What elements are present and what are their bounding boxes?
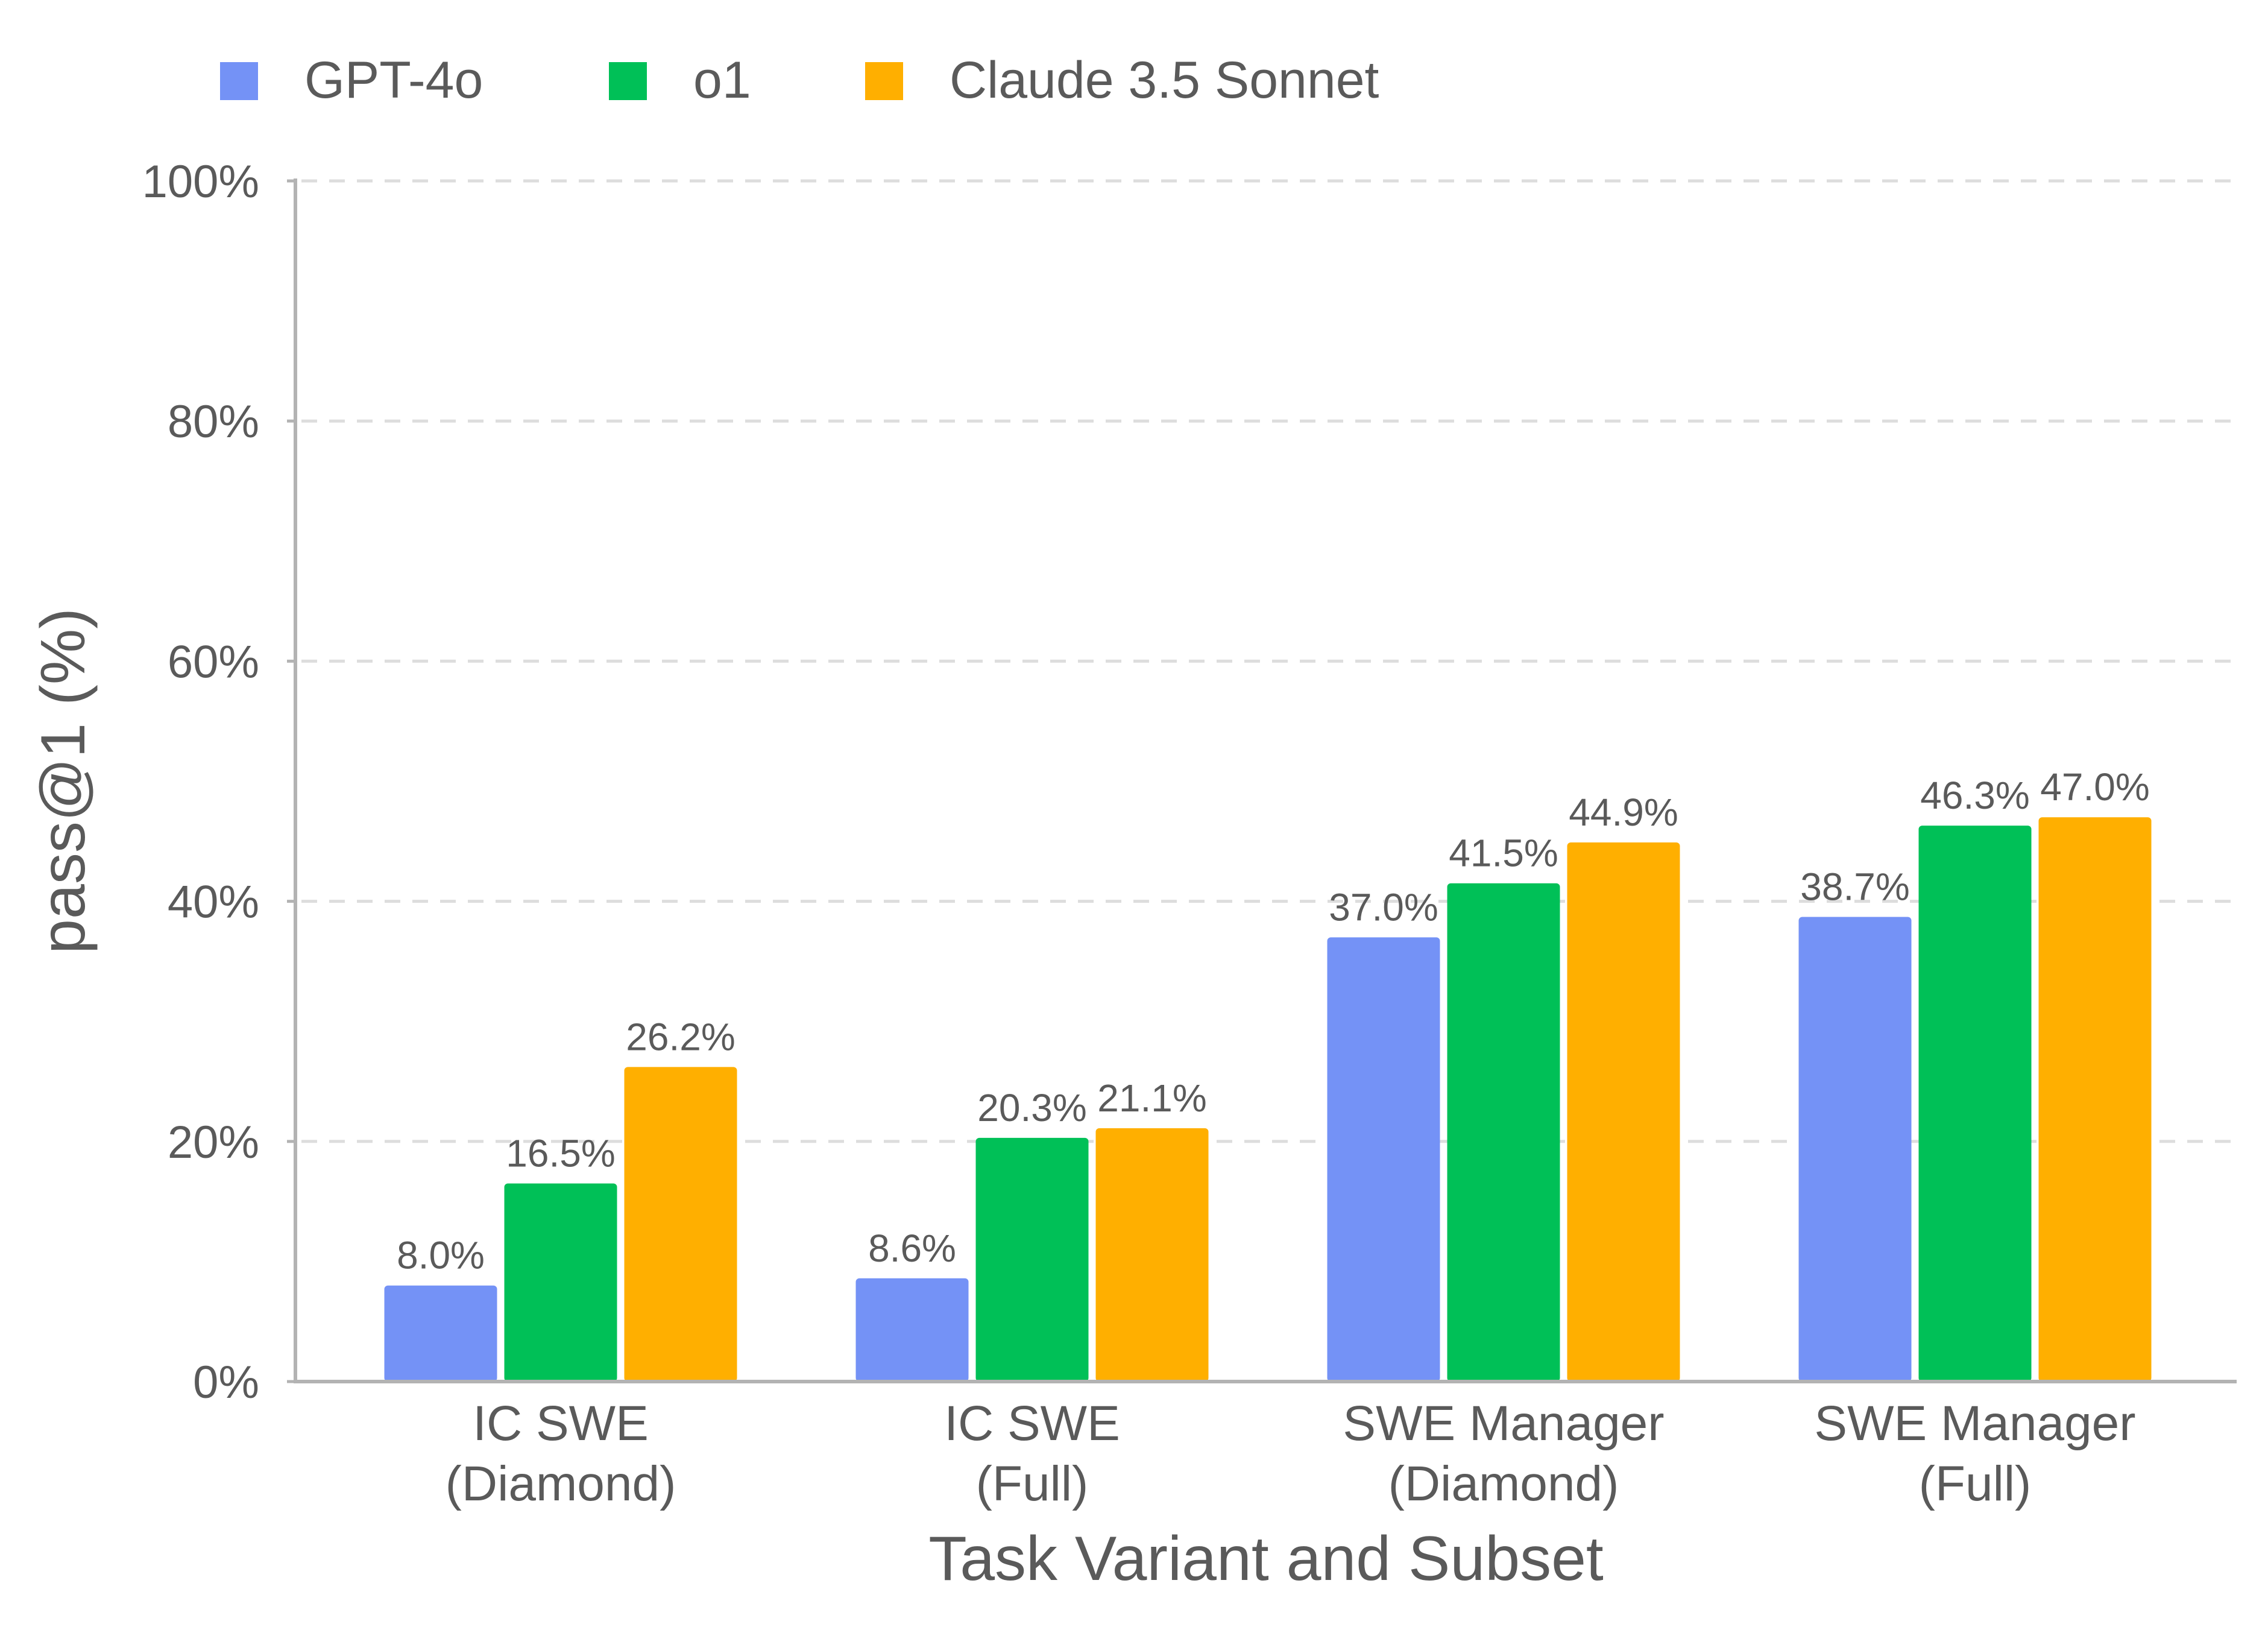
x-tick-label: SWE Manager bbox=[1343, 1396, 1664, 1451]
x-tick-label: (Diamond) bbox=[446, 1456, 676, 1511]
y-tick-label: 80% bbox=[168, 396, 259, 447]
data-label: 44.9% bbox=[1569, 791, 1678, 834]
data-label: 38.7% bbox=[1800, 865, 1909, 908]
x-tick-label: SWE Manager bbox=[1814, 1396, 2135, 1451]
x-axis-label: Task Variant and Subset bbox=[928, 1524, 1604, 1594]
data-label: 37.0% bbox=[1329, 885, 1438, 929]
bar bbox=[975, 1137, 1089, 1382]
legend-swatch bbox=[609, 62, 647, 100]
data-label: 41.5% bbox=[1449, 832, 1558, 875]
bar bbox=[1567, 842, 1680, 1382]
x-tick-label: (Full) bbox=[976, 1456, 1089, 1511]
data-label: 21.1% bbox=[1097, 1076, 1206, 1120]
bar bbox=[1327, 937, 1440, 1382]
y-tick-label: 60% bbox=[168, 636, 259, 687]
data-label: 8.6% bbox=[868, 1227, 956, 1270]
data-label: 16.5% bbox=[506, 1131, 615, 1175]
gridlines bbox=[301, 179, 2237, 1143]
legend-label: o1 bbox=[693, 51, 751, 109]
y-tick-label: 0% bbox=[193, 1357, 259, 1408]
data-label: 26.2% bbox=[626, 1015, 735, 1058]
legend-label: GPT-4o bbox=[304, 51, 483, 109]
x-tick-label: (Full) bbox=[1919, 1456, 2032, 1511]
y-tick-label: 100% bbox=[142, 156, 259, 207]
legend-swatch bbox=[220, 62, 258, 100]
bar bbox=[855, 1278, 969, 1382]
bar bbox=[504, 1183, 617, 1382]
axes: 0%20%40%60%80%100%IC SWE(Diamond)IC SWE(… bbox=[142, 156, 2237, 1511]
y-tick-label: 40% bbox=[168, 877, 259, 928]
data-label: 8.0% bbox=[397, 1234, 485, 1277]
y-tick-label: 20% bbox=[168, 1117, 259, 1168]
data-label: 20.3% bbox=[977, 1086, 1086, 1129]
data-label: 47.0% bbox=[2040, 765, 2149, 809]
data-label: 46.3% bbox=[1920, 774, 2029, 817]
bar bbox=[384, 1285, 497, 1382]
x-tick-label: IC SWE bbox=[473, 1396, 649, 1451]
bar bbox=[1918, 826, 2032, 1382]
bars bbox=[384, 817, 2152, 1382]
legend-swatch bbox=[865, 62, 903, 100]
bar bbox=[1798, 917, 1912, 1382]
bar bbox=[1095, 1128, 1209, 1382]
bar bbox=[2038, 817, 2152, 1382]
x-tick-label: IC SWE bbox=[944, 1396, 1120, 1451]
data-labels: 8.0% 16.5% 26.2% 8.6% 20.3% 21.1% 37.0% 41.5% 44… bbox=[397, 765, 2150, 1277]
x-tick-label: (Diamond) bbox=[1388, 1456, 1619, 1511]
bar bbox=[624, 1067, 737, 1382]
y-axis-label: pass@1 (%) bbox=[28, 608, 98, 954]
legend-label: Claude 3.5 Sonnet bbox=[950, 51, 1379, 109]
bar bbox=[1447, 883, 1560, 1382]
legend: GPT-4o o1 Claude 3.5 Sonnet bbox=[220, 51, 1379, 109]
